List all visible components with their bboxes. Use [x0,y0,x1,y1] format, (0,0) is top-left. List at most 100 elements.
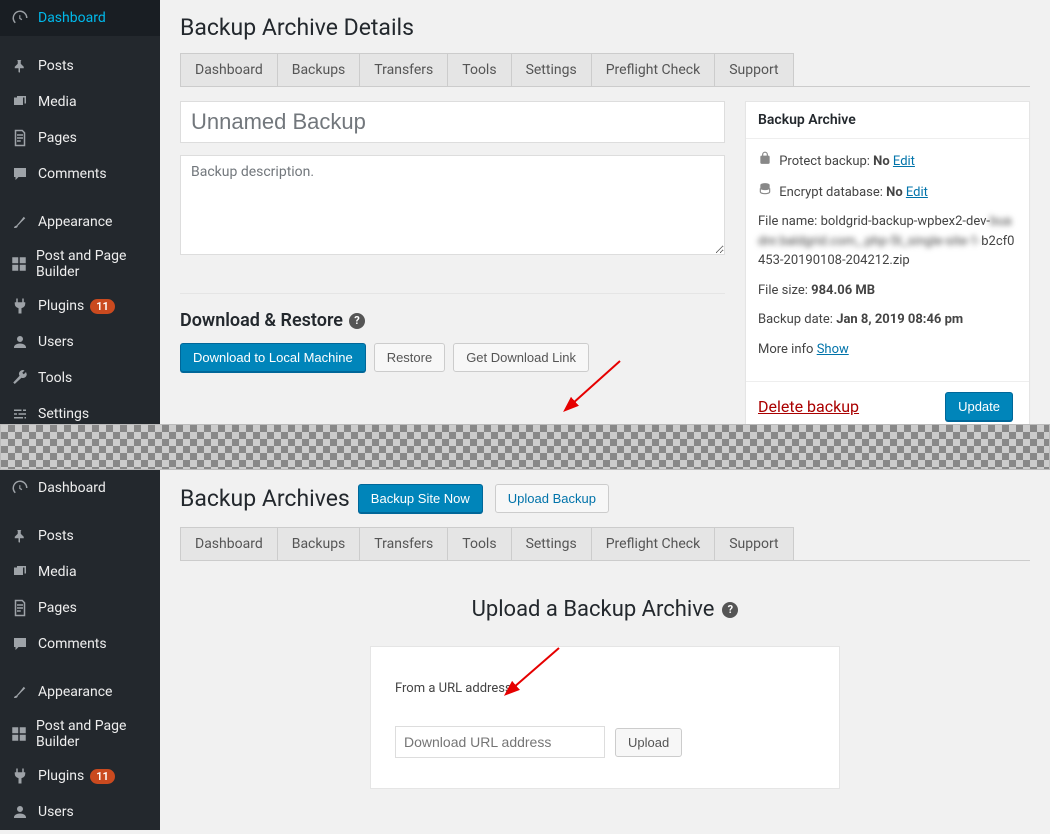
from-url-label: From a URL address: [395,681,515,696]
divider [0,424,1050,470]
sidebar-item-posts[interactable]: Posts [0,48,160,84]
sidebar-item-label: Plugins [38,768,84,784]
sidebar-item-label: Posts [38,58,74,74]
sliders-icon [10,404,30,424]
pin-icon [10,526,30,546]
page-title: Backup Archive Details [180,14,1030,41]
file-name-value: File name: boldgrid-backup-wpbex2-dev-bu… [758,212,1017,271]
help-icon[interactable]: ? [349,313,365,329]
media-icon [10,92,30,112]
sidebar-item-label: Comments [38,166,107,182]
delete-backup-link[interactable]: Delete backup [758,397,859,416]
sidebar-item-label: Appearance [38,684,112,700]
backup-description-textarea[interactable]: Backup description. [180,155,725,255]
sidebar-item-media[interactable]: Media [0,84,160,120]
edit-encrypt-link[interactable]: Edit [906,185,928,200]
sidebar-item-dashboard[interactable]: Dashboard [0,0,160,36]
tab-tools[interactable]: Tools [447,527,511,560]
user-icon [10,802,30,822]
tab-settings[interactable]: Settings [511,527,592,560]
comment-icon [10,164,30,184]
get-download-link-button[interactable]: Get Download Link [453,343,589,372]
sidebar-item-users[interactable]: Users [0,794,160,830]
sidebar-item-users[interactable]: Users [0,324,160,360]
upload-archive-heading: Upload a Backup Archive ? [180,597,1030,622]
sidebar-item-appearance[interactable]: Appearance [0,204,160,240]
page-title: Backup Archives [180,485,350,512]
sidebar-item-label: Post and Page Builder [36,248,152,280]
sidebar-item-label: Pages [38,130,77,146]
sidebar-item-post-and-page-builder[interactable]: Post and Page Builder [0,710,160,758]
download-restore-heading: Download & Restore ? [180,310,725,331]
page-icon [10,128,30,148]
help-icon[interactable]: ? [722,602,738,618]
tabs: DashboardBackupsTransfersToolsSettingsPr… [180,53,1030,87]
tab-dashboard[interactable]: Dashboard [180,53,278,86]
backup-name-input[interactable] [180,101,725,143]
show-more-info-link[interactable]: Show [817,342,849,357]
sidebar-item-label: Post and Page Builder [36,718,152,750]
restore-button[interactable]: Restore [374,343,446,372]
upload-backup-button[interactable]: Upload Backup [495,484,609,513]
pin-icon [10,56,30,76]
tab-settings[interactable]: Settings [511,53,592,86]
sidebar-item-plugins[interactable]: Plugins11 [0,288,160,324]
download-local-button[interactable]: Download to Local Machine [180,343,366,372]
plug-icon [10,296,30,316]
file-size-value: 984.06 MB [811,283,875,298]
builder-icon [10,254,28,274]
sidebar-item-tools[interactable]: Tools [0,360,160,396]
sidebar-item-plugins[interactable]: Plugins 11 [0,758,160,794]
tab-preflight-check[interactable]: Preflight Check [591,53,716,86]
database-icon [758,185,775,200]
sidebar-item-comments[interactable]: Comments [0,626,160,662]
brush-icon [10,682,30,702]
sidebar-item-appearance[interactable]: Appearance [0,674,160,710]
sidebar-item-post-and-page-builder[interactable]: Post and Page Builder [0,240,160,288]
brush-icon [10,212,30,232]
sidebar-item-settings[interactable]: Settings [0,396,160,424]
tab-transfers[interactable]: Transfers [359,527,448,560]
wrench-icon [10,368,30,388]
sidebar-item-label: Tools [38,370,72,386]
plug-icon [10,766,30,786]
tab-tools[interactable]: Tools [447,53,511,86]
sidebar-item-dashboard[interactable]: Dashboard [0,470,160,506]
sidebar-item-label: Media [38,94,77,110]
media-icon [10,562,30,582]
edit-protect-link[interactable]: Edit [893,154,915,169]
update-count-badge: 11 [90,299,115,314]
comment-icon [10,634,30,654]
builder-icon [10,724,28,744]
tab-backups[interactable]: Backups [277,527,361,560]
sidebar-item-label: Pages [38,600,77,616]
download-url-input[interactable] [395,726,605,758]
dashboard-icon [10,8,30,28]
tab-transfers[interactable]: Transfers [359,53,448,86]
tab-backups[interactable]: Backups [277,53,361,86]
sidebar-item-pages[interactable]: Pages [0,590,160,626]
upload-button[interactable]: Upload [615,728,682,757]
sidebar-item-posts[interactable]: Posts [0,518,160,554]
backup-site-now-button[interactable]: Backup Site Now [358,484,483,513]
sidebar-item-label: Posts [38,528,74,544]
update-button[interactable]: Update [945,392,1013,421]
sidebar-item-media[interactable]: Media [0,554,160,590]
page-icon [10,598,30,618]
sidebar-item-comments[interactable]: Comments [0,156,160,192]
tab-dashboard[interactable]: Dashboard [180,527,278,560]
tab-support[interactable]: Support [714,53,793,86]
sidebar-item-label: Media [38,564,77,580]
tabs: DashboardBackupsTransfersToolsSettingsPr… [180,527,1030,561]
sidebar-item-label: Appearance [38,214,112,230]
tab-preflight-check[interactable]: Preflight Check [591,527,716,560]
sidebar-item-label: Settings [38,406,89,422]
tab-support[interactable]: Support [714,527,793,560]
update-count-badge: 11 [90,769,115,784]
sidebar-item-label: Dashboard [38,10,106,26]
sidebar-item-pages[interactable]: Pages [0,120,160,156]
card-title: Backup Archive [746,102,1029,139]
sidebar-item-label: Comments [38,636,107,652]
lock-icon [758,154,775,169]
sidebar-item-label: Users [38,334,74,350]
